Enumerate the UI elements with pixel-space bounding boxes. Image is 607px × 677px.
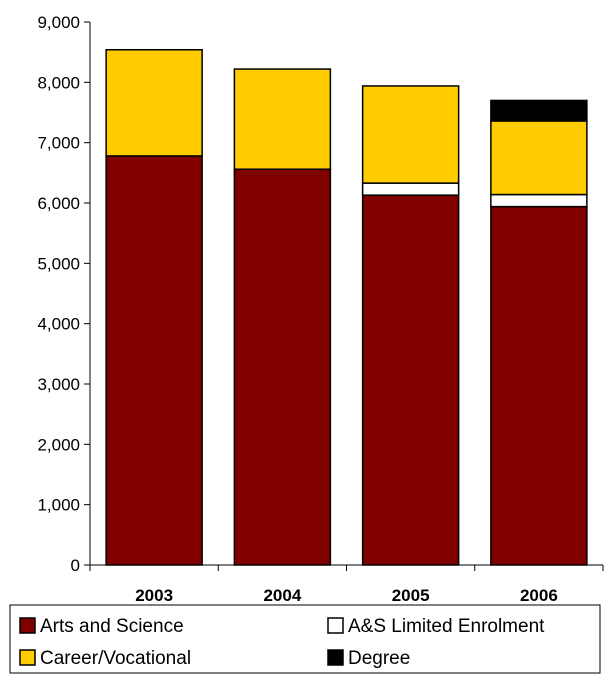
y-tick-label: 0 <box>71 556 80 575</box>
legend-swatch <box>327 617 344 634</box>
y-tick-label: 6,000 <box>37 194 80 213</box>
x-category-label: 2006 <box>520 586 558 605</box>
bar-segment-degree-2006 <box>490 99 588 122</box>
legend-label: Degree <box>348 648 410 669</box>
legend-swatch <box>19 649 36 666</box>
y-tick-label: 8,000 <box>37 73 80 92</box>
y-tick-label: 7,000 <box>37 134 80 153</box>
legend-box <box>9 604 601 674</box>
legend-label: Career/Vocational <box>40 648 191 669</box>
bar-segment-career-vocational-2003 <box>105 49 203 157</box>
y-tick-label: 5,000 <box>37 254 80 273</box>
x-axis: 2003 2004 2005 2006 <box>89 564 604 605</box>
bar-segment-a-s-limited-enrolment-2006 <box>490 193 588 208</box>
legend-swatch <box>327 649 344 666</box>
bar-segment-arts-and-science-2004 <box>233 168 332 566</box>
legend-label: A&S Limited Enrolment <box>348 616 545 637</box>
bars <box>105 49 588 566</box>
legend-swatch <box>19 617 36 634</box>
bar-segment-career-vocational-2005 <box>361 85 460 184</box>
y-tick-label: 3,000 <box>37 375 80 394</box>
bar-segment-arts-and-science-2006 <box>490 205 588 566</box>
bar-segment-career-vocational-2006 <box>490 120 588 196</box>
x-category-label: 2003 <box>135 586 173 605</box>
bar-segment-arts-and-science-2003 <box>105 155 203 566</box>
y-axis: 0 1,000 2,000 3,000 4,000 5,000 6,000 7,000 8,00… <box>37 13 91 575</box>
y-tick-label: 2,000 <box>37 435 80 454</box>
y-tick-label: 9,000 <box>37 13 80 32</box>
y-tick-label: 4,000 <box>37 315 80 334</box>
bar-segment-career-vocational-2004 <box>233 68 332 170</box>
bar-segment-a-s-limited-enrolment-2005 <box>361 182 460 196</box>
bar-segment-arts-and-science-2005 <box>361 194 460 566</box>
legend: Arts and Science A&S Limited Enrolment Car… <box>9 604 601 674</box>
x-category-label: 2004 <box>263 586 301 605</box>
y-tick-label: 1,000 <box>37 496 80 515</box>
legend-label: Arts and Science <box>40 616 184 637</box>
x-category-label: 2005 <box>392 586 430 605</box>
